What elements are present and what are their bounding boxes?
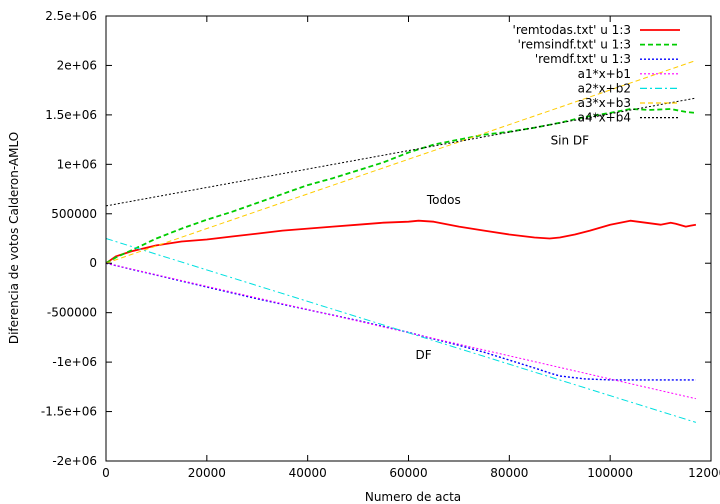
y-tick-label: -1e+06 — [52, 355, 97, 369]
annotation-label: DF — [416, 348, 432, 362]
y-tick-label: 2e+06 — [57, 58, 97, 72]
annotation-label: Todos — [426, 193, 461, 207]
legend-label: 'remdf.txt' u 1:3 — [535, 52, 631, 66]
legend-label: a2*x+b2 — [578, 81, 631, 95]
y-tick-label: 1e+06 — [57, 157, 97, 171]
y-axis-label: Diferencia de votos Calderon-AMLO — [7, 132, 21, 344]
series-line-1 — [105, 219, 697, 264]
series-line-3 — [105, 262, 696, 381]
x-tick-label: 100000 — [587, 466, 633, 480]
x-tick-label: 20000 — [188, 466, 226, 480]
x-tick-label: 80000 — [490, 466, 528, 480]
y-tick-label: -1.5e+06 — [41, 405, 97, 419]
x-axis-label: Numero de acta — [365, 490, 461, 504]
ticks-layer: 0 20000 40000 60000 80000 100000 120000 -2e+06 -… — [41, 9, 720, 480]
y-tick-label: 1.5e+06 — [45, 108, 97, 122]
x-tick-label: 40000 — [289, 466, 327, 480]
legend-label: 'remsindf.txt' u 1:3 — [518, 38, 631, 52]
legend-label: a1*x+b1 — [578, 67, 631, 81]
y-tick-label: 2.5e+06 — [45, 9, 97, 23]
annotation-label: Sin DF — [551, 134, 590, 148]
series-line-5 — [105, 238, 697, 423]
y-tick-label: 0 — [89, 256, 97, 270]
series-layer — [105, 60, 697, 423]
legend-label: a4*x+b4 — [578, 111, 631, 125]
x-tick-label: 0 — [102, 466, 110, 480]
annotations: Sin DF Todos DF — [416, 134, 590, 363]
legend-label: 'remtodas.txt' u 1:3 — [513, 23, 631, 37]
legend-label: a3*x+b3 — [578, 96, 631, 110]
legend: 'remtodas.txt' u 1:3'remsindf.txt' u 1:3… — [513, 23, 680, 125]
y-tick-label: -500000 — [47, 306, 97, 320]
x-tick-label: 60000 — [389, 466, 427, 480]
x-tick-label: 120000 — [688, 466, 720, 480]
y-tick-label: 500000 — [51, 207, 97, 221]
series-line-2 — [105, 108, 696, 264]
y-tick-label: -2e+06 — [52, 454, 97, 468]
series-line-4 — [105, 262, 697, 400]
